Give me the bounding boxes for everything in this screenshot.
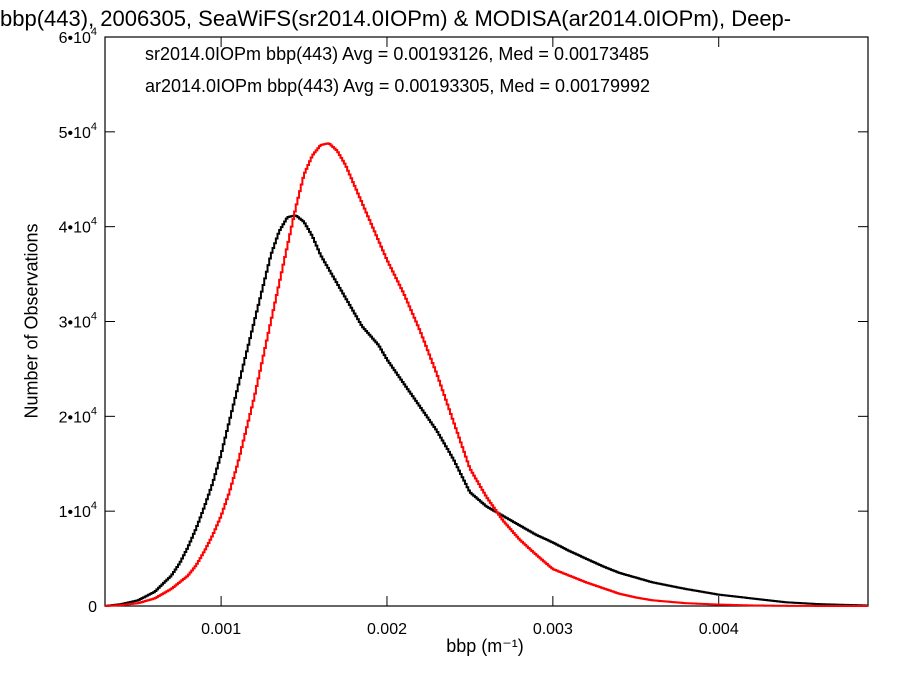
axis-ticks: 0.001 0.002 0.003 0.004 0 1•104 2•104 3•104 4•10… — [59, 26, 868, 638]
y-tick-label: 5•104 — [59, 121, 97, 142]
x-tick-label: 0.001 — [201, 621, 241, 638]
y-tick-label: 6•104 — [59, 26, 97, 47]
y-tick-label: 2•104 — [59, 405, 97, 426]
x-tick-label: 0.003 — [533, 621, 573, 638]
y-axis-label: Number of Observations — [21, 223, 42, 419]
series-line-ar2014.0IOPm — [105, 142, 868, 607]
x-tick-label: 0.004 — [699, 621, 739, 638]
series-lines — [105, 142, 868, 607]
y-tick-label: 3•104 — [59, 311, 97, 332]
y-tick-label: 4•104 — [59, 216, 97, 237]
x-axis-label: bbp (m⁻¹) — [446, 636, 524, 656]
y-tick-label: 0 — [88, 599, 97, 616]
legend-entry-ar2014: ar2014.0IOPm bbp(443) Avg = 0.00193305, … — [145, 76, 651, 96]
x-tick-label: 0.002 — [367, 621, 407, 638]
y-tick-label: 1•104 — [59, 500, 97, 521]
series-line-sr2014.0IOPm — [105, 214, 868, 607]
chart-title: bbp(443), 2006305, SeaWiFS(sr2014.0IOPm)… — [0, 6, 792, 31]
legend-entry-sr2014: sr2014.0IOPm bbp(443) Avg = 0.00193126, … — [145, 44, 650, 64]
